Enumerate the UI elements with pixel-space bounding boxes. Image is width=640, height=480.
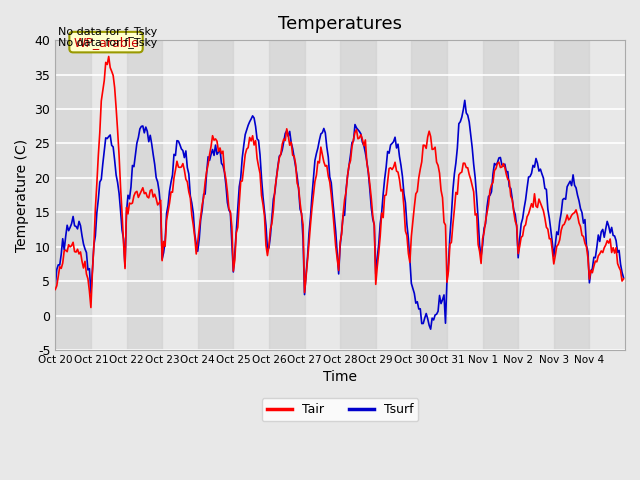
Bar: [269, 40, 305, 350]
Bar: [55, 40, 91, 350]
Legend: Tair, Tsurf: Tair, Tsurf: [262, 398, 419, 421]
Bar: [412, 40, 447, 350]
Bar: [127, 40, 162, 350]
Bar: [198, 40, 234, 350]
Bar: [554, 40, 589, 350]
Text: No data for f_Tsky: No data for f_Tsky: [58, 37, 157, 48]
X-axis label: Time: Time: [323, 371, 357, 384]
Text: No data for f_Tsky: No data for f_Tsky: [58, 26, 157, 37]
Bar: [340, 40, 376, 350]
Text: WP_arable: WP_arable: [73, 36, 139, 48]
Title: Temperatures: Temperatures: [278, 15, 402, 33]
Y-axis label: Temperature (C): Temperature (C): [15, 139, 29, 252]
Bar: [483, 40, 518, 350]
